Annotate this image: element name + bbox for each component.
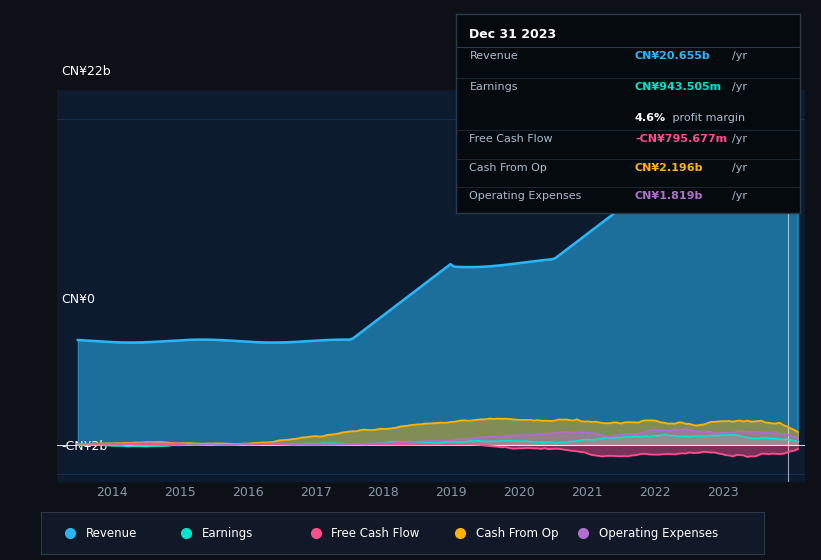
Text: Free Cash Flow: Free Cash Flow — [470, 134, 553, 144]
Text: CN¥22b: CN¥22b — [62, 65, 111, 78]
Text: /yr: /yr — [732, 191, 746, 201]
Text: -CN¥2b: -CN¥2b — [62, 440, 108, 453]
Text: Cash From Op: Cash From Op — [470, 163, 548, 173]
Text: /yr: /yr — [732, 51, 746, 61]
Text: Revenue: Revenue — [470, 51, 518, 61]
Text: CN¥20.655b: CN¥20.655b — [635, 51, 711, 61]
Text: /yr: /yr — [732, 82, 746, 92]
Text: CN¥1.819b: CN¥1.819b — [635, 191, 704, 201]
Text: -CN¥795.677m: -CN¥795.677m — [635, 134, 727, 144]
Text: Operating Expenses: Operating Expenses — [599, 527, 718, 540]
Text: Earnings: Earnings — [470, 82, 518, 92]
Text: Cash From Op: Cash From Op — [476, 527, 558, 540]
Text: CN¥2.196b: CN¥2.196b — [635, 163, 704, 173]
Text: CN¥943.505m: CN¥943.505m — [635, 82, 722, 92]
Text: 4.6%: 4.6% — [635, 113, 666, 123]
Text: /yr: /yr — [732, 134, 746, 144]
Text: /yr: /yr — [732, 163, 746, 173]
Text: Free Cash Flow: Free Cash Flow — [332, 527, 420, 540]
Text: Earnings: Earnings — [201, 527, 253, 540]
Text: profit margin: profit margin — [669, 113, 745, 123]
Text: CN¥0: CN¥0 — [62, 293, 95, 306]
Text: Dec 31 2023: Dec 31 2023 — [470, 28, 557, 41]
Text: Revenue: Revenue — [86, 527, 137, 540]
Text: Operating Expenses: Operating Expenses — [470, 191, 582, 201]
